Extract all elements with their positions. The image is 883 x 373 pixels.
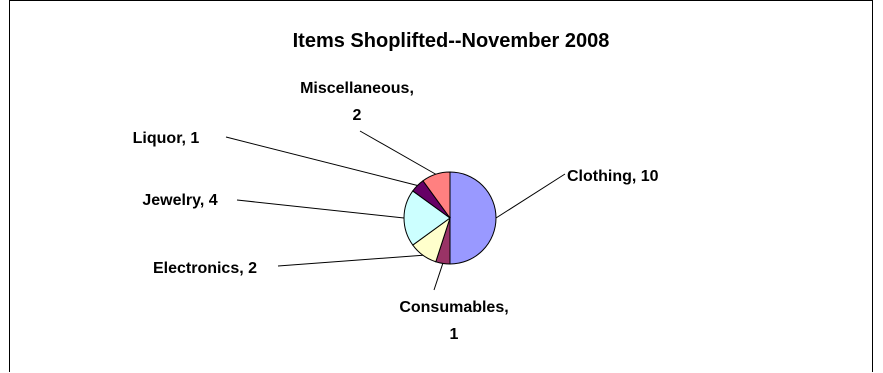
pie-slice-jewelry [403,190,451,246]
leader-line-miscellaneous [359,130,437,175]
data-label-jewelry: Jewelry, 4 [142,192,217,209]
data-label-miscellaneous: Miscellaneous, 2 [300,80,414,124]
data-label-liquor: Liquor, 1 [133,130,200,147]
data-labels: Clothing, 10 Consumables, 1 Electronics, 2 J… [133,80,659,343]
data-label-electronics: Electronics, 2 [153,260,257,277]
leader-line-jewelry [236,199,405,219]
data-label-consumables: Consumables, 1 [399,299,508,343]
leader-line-consumables [433,263,444,291]
chart-title: Items Shoplifted--November 2008 [293,30,610,52]
pie-slice-clothing [449,171,497,265]
data-label-clothing: Clothing, 10 [567,168,659,185]
leader-line-clothing [495,173,566,219]
leader-lines [225,130,566,291]
pie-slice-miscellaneous [422,171,451,220]
leader-line-electronics [277,254,423,267]
pie-slices [403,171,497,265]
leader-line-liquor [225,136,418,186]
